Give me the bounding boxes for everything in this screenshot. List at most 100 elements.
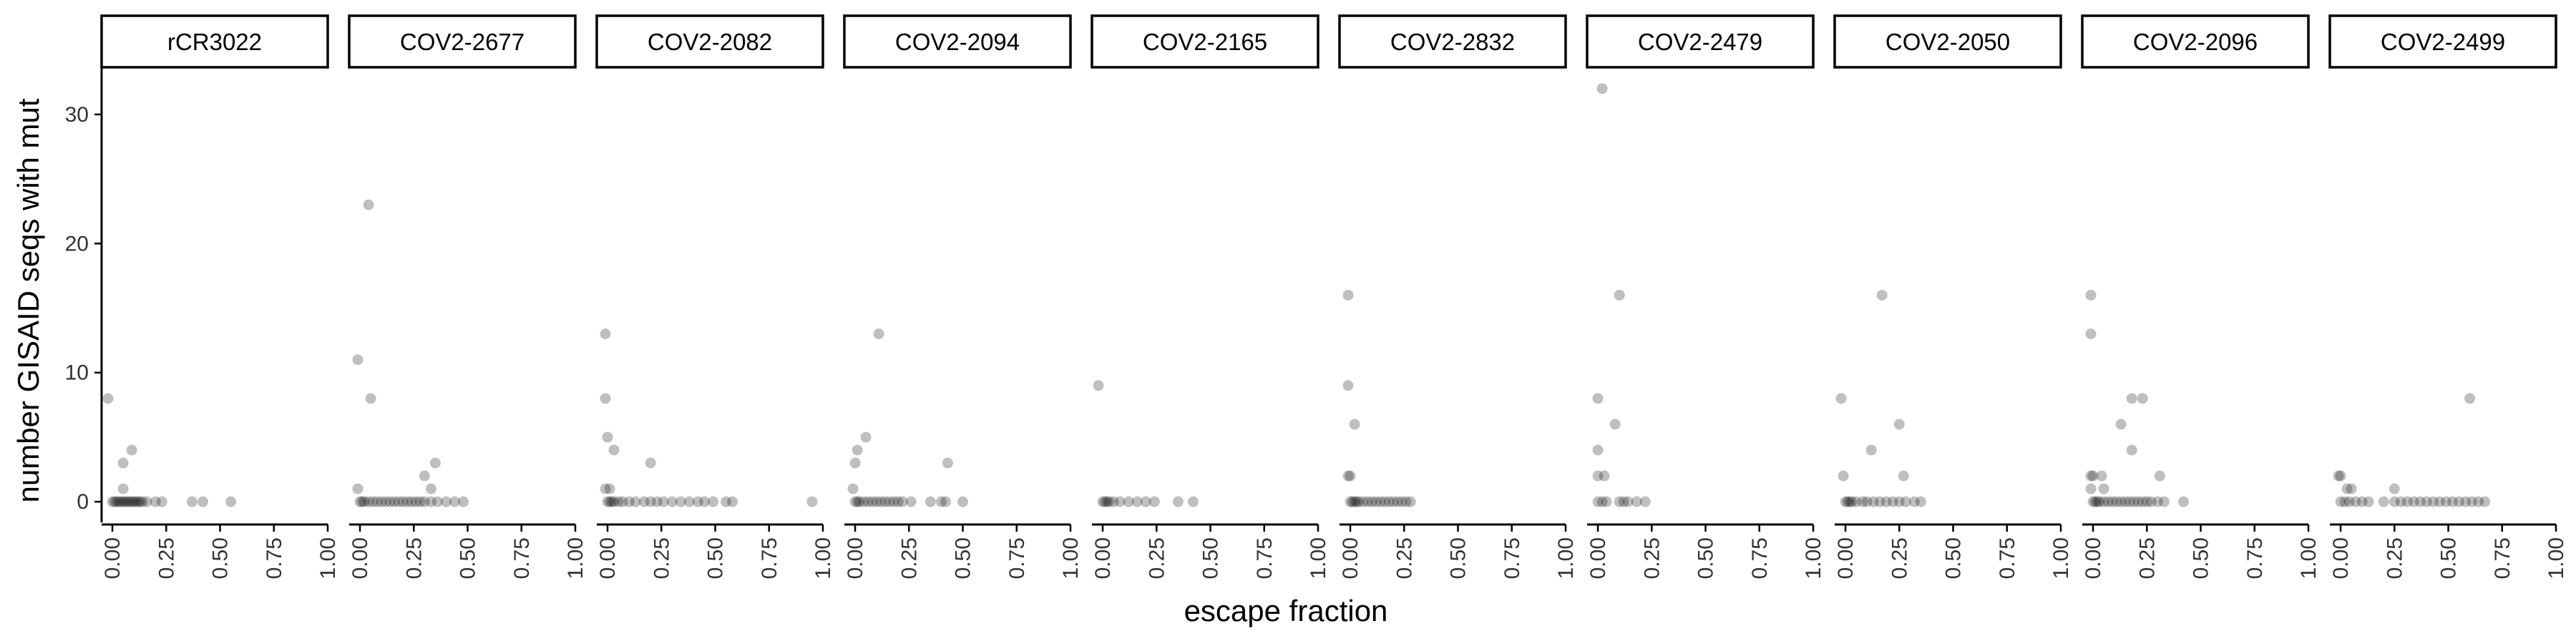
x-tick-label: 0.75: [1996, 537, 2019, 579]
facet-panel: COV2-2832 0.00 0.25 0.50 0.75 1.00: [1338, 14, 1578, 579]
data-point: [137, 496, 148, 507]
data-point: [425, 496, 436, 507]
data-point: [600, 328, 611, 340]
data-point: [1857, 496, 1868, 507]
data-point: [935, 496, 947, 507]
data-point: [1599, 470, 1610, 482]
data-point: [358, 496, 370, 507]
data-point: [1614, 496, 1625, 507]
data-point: [1114, 496, 1126, 507]
data-point: [363, 199, 374, 210]
data-point: [2473, 496, 2484, 507]
facet-strip-label: COV2-2832: [1390, 29, 1515, 55]
data-point: [608, 496, 620, 507]
data-point: [225, 496, 237, 507]
data-point: [1874, 496, 1885, 507]
data-point: [2389, 496, 2400, 507]
data-point: [365, 393, 376, 404]
data-point: [2089, 496, 2101, 507]
x-tick-label: 1.00: [1554, 537, 1578, 579]
x-tick-label: 1.00: [1059, 537, 1083, 579]
x-tick-label: 0.00: [1586, 537, 1610, 579]
data-point: [2085, 470, 2097, 482]
facet-panel: COV2-2050 0.00 0.25 0.50 0.75 1.00: [1833, 14, 2073, 579]
x-tick-label: 1.00: [2545, 537, 2568, 579]
data-point: [1131, 496, 1143, 507]
x-tick-label: 0.75: [263, 537, 286, 579]
data-point: [957, 496, 969, 507]
data-point: [117, 483, 129, 494]
facet-panel: COV2-2165 0.00 0.25 0.50 0.75 1.00: [1091, 14, 1330, 579]
data-point: [1618, 496, 1629, 507]
data-point: [107, 496, 118, 507]
x-tick-label: 0.75: [1005, 537, 1029, 579]
data-point: [2441, 496, 2452, 507]
data-point: [1379, 496, 1390, 507]
data-point: [376, 496, 387, 507]
x-tick-label: 0.50: [1694, 537, 1718, 579]
data-point: [600, 393, 611, 404]
facet-strip: [348, 14, 577, 69]
data-point: [141, 496, 152, 507]
x-tick-label: 1.00: [1307, 537, 1330, 579]
data-point: [897, 496, 908, 507]
data-point: [2177, 496, 2189, 507]
data-point: [1140, 496, 1151, 507]
data-point: [1631, 496, 1642, 507]
data-point: [2098, 496, 2109, 507]
data-point: [1172, 496, 1184, 507]
data-point: [425, 483, 436, 494]
x-tick-label: 0.75: [758, 537, 781, 579]
data-point: [119, 496, 131, 507]
x-tick-label: 1.00: [564, 537, 587, 579]
data-point: [156, 496, 167, 507]
data-point: [1375, 496, 1386, 507]
data-point: [1639, 496, 1651, 507]
data-point: [458, 496, 469, 507]
data-point: [2447, 496, 2459, 507]
data-point: [604, 483, 615, 494]
data-point: [698, 496, 710, 507]
data-point: [440, 496, 452, 507]
data-point: [617, 496, 628, 507]
y-axis: 0 10 20 30: [65, 68, 103, 522]
data-point: [1392, 496, 1403, 507]
data-point: [847, 483, 859, 494]
data-point: [721, 496, 732, 507]
data-point: [2087, 496, 2099, 507]
data-point: [2115, 419, 2127, 430]
data-point: [150, 496, 161, 507]
data-point: [806, 496, 818, 507]
data-point: [1898, 470, 1909, 482]
data-point: [2339, 496, 2351, 507]
data-point: [858, 496, 869, 507]
data-point: [1342, 380, 1354, 391]
x-tick-label: 0.75: [1253, 537, 1277, 579]
data-point: [2356, 496, 2368, 507]
data-point: [892, 496, 904, 507]
data-point: [117, 496, 129, 507]
data-point: [942, 457, 953, 469]
x-tick-label: 0.75: [2491, 537, 2514, 579]
data-point: [666, 496, 678, 507]
data-point: [905, 496, 917, 507]
x-tick-label: 0.25: [2383, 537, 2406, 579]
data-point: [352, 483, 364, 494]
data-point: [406, 496, 417, 507]
data-point: [115, 496, 127, 507]
x-tick-label: 0.75: [2243, 537, 2267, 579]
data-point: [410, 496, 421, 507]
x-tick-label: 1.00: [316, 537, 340, 579]
facet-strip: [1338, 14, 1567, 69]
data-point: [1861, 496, 1873, 507]
data-point: [2158, 496, 2170, 507]
facet-strip-label: COV2-2677: [400, 29, 525, 55]
data-point: [2395, 496, 2406, 507]
facet-panel: COV2-2082 0.00 0.25 0.50 0.75 1.00: [595, 14, 835, 579]
data-point: [1396, 496, 1407, 507]
data-point: [1362, 496, 1373, 507]
data-point: [867, 496, 878, 507]
x-tick-label: 0.50: [1447, 537, 1470, 579]
facet-panel: COV2-2096 0.00 0.25 0.50 0.75 1.00: [2081, 14, 2321, 579]
